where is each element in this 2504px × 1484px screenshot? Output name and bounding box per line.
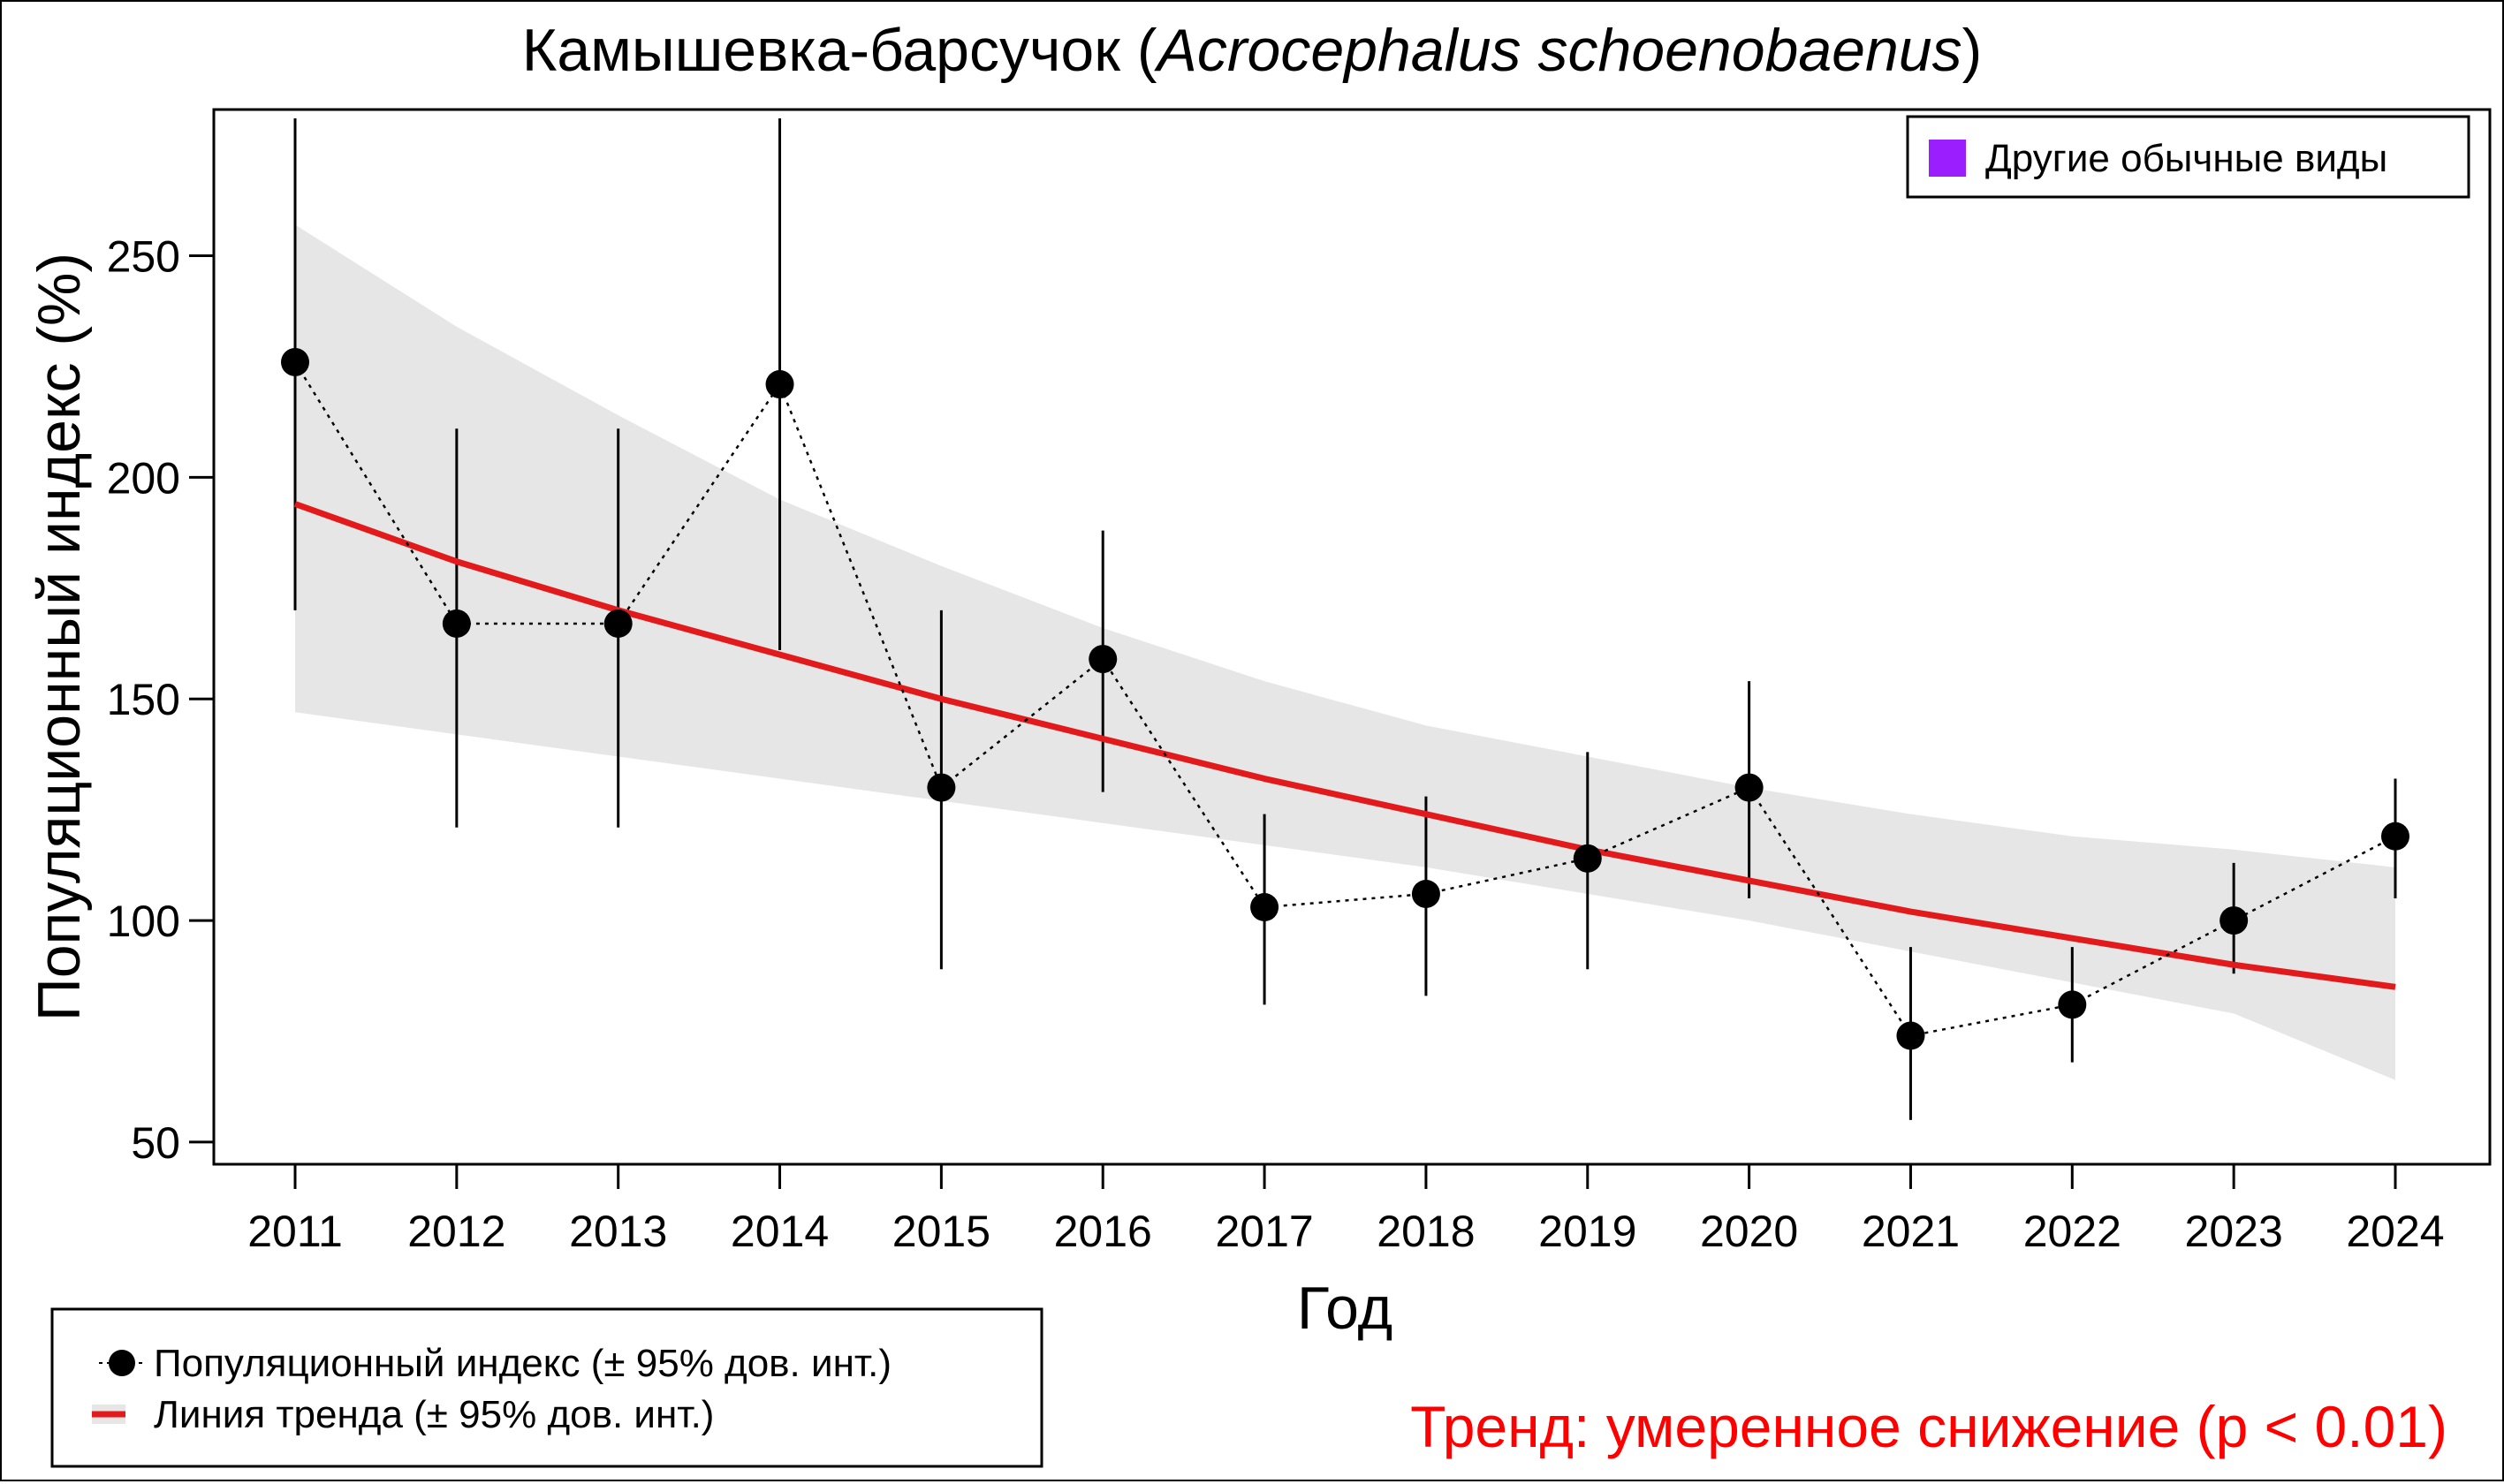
title-latin: Acrocephalus schoenobaenus: [1154, 17, 1962, 84]
trend-ci-band: [295, 224, 2395, 1080]
title-close: ): [1962, 17, 1983, 84]
species-group-legend-box: [1906, 115, 2470, 199]
plot-area: [212, 108, 2492, 1166]
index-point-2022: [2058, 990, 2087, 1019]
x-tick-label-2015: 2015: [892, 1207, 990, 1256]
y-axis-title: Популяционный индекс (%): [26, 253, 93, 1021]
index-points-layer: [281, 347, 2409, 1050]
x-tick-label-2020: 2020: [1700, 1207, 1798, 1256]
x-tick-label-2019: 2019: [1538, 1207, 1636, 1256]
x-tick-label-2017: 2017: [1215, 1207, 1313, 1256]
trend-ci-band-layer: [295, 224, 2395, 1080]
y-tick-label-150: 150: [107, 675, 180, 724]
species-group-legend: Другие обычные виды: [1906, 115, 2470, 199]
title-common: Камышевка-барсучок (: [522, 17, 1157, 84]
series-legend-box: [50, 1307, 1043, 1468]
series-legend: Популяционный индекс (± 95% дов. инт.) Л…: [50, 1307, 1043, 1468]
x-tick-label-2018: 2018: [1377, 1207, 1475, 1256]
index-point-2012: [442, 609, 471, 638]
legend-index-label: Популяционный индекс (± 95% дов. инт.): [154, 1342, 892, 1385]
x-tick-label-2011: 2011: [247, 1207, 343, 1256]
index-point-2015: [927, 773, 956, 802]
index-point-2024: [2381, 822, 2409, 851]
x-tick-label-2012: 2012: [407, 1207, 505, 1256]
index-point-2019: [1573, 844, 1602, 873]
y-tick-label-200: 200: [107, 453, 180, 503]
index-point-2021: [1896, 1021, 1925, 1050]
y-tick-label-50: 50: [131, 1118, 180, 1168]
x-tick-label-2022: 2022: [2023, 1207, 2121, 1256]
x-tick-label-2024: 2024: [2346, 1207, 2444, 1256]
index-point-2011: [281, 347, 309, 376]
chart-title: Камышевка-барсучок (Acrocephalus schoeno…: [522, 17, 1983, 84]
index-point-2014: [765, 370, 794, 399]
trend-line-layer: [293, 501, 2396, 990]
x-tick-label-2021: 2021: [1862, 1207, 1960, 1256]
legend-index-point-icon: [109, 1350, 135, 1376]
index-point-2017: [1250, 893, 1279, 922]
species-group-label: Другие обычные виды: [1985, 137, 2387, 180]
index-point-2016: [1089, 645, 1118, 674]
y-tick-label-100: 100: [107, 897, 180, 946]
index-point-2013: [603, 609, 633, 638]
x-axis-title: Год: [1297, 1275, 1392, 1342]
index-point-2020: [1734, 773, 1764, 802]
trend-line: [293, 501, 2396, 990]
index-point-2018: [1411, 879, 1440, 908]
legend-trend-label: Линия тренда (± 95% дов. инт.): [154, 1393, 714, 1436]
y-axis: 50 100 150 200 250: [107, 232, 214, 1168]
x-tick-label-2013: 2013: [569, 1207, 667, 1256]
species-group-swatch: [1929, 140, 1966, 177]
x-tick-label-2014: 2014: [731, 1207, 829, 1256]
x-axis: 2011 2012 2013 2014 2015 2016 2017 2018 2019 2020…: [247, 1164, 2445, 1256]
x-tick-label-2016: 2016: [1054, 1207, 1152, 1256]
x-tick-label-2023: 2023: [2185, 1207, 2283, 1256]
index-point-2023: [2219, 906, 2249, 935]
trend-summary: Тренд: умеренное снижение (p < 0.01): [1410, 1394, 2447, 1459]
y-tick-label-250: 250: [107, 232, 180, 282]
